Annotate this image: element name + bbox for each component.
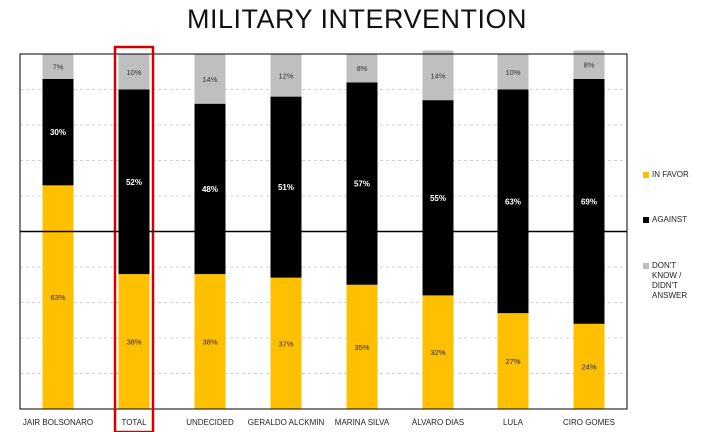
bar-don-t-know-didn-t-answer [194,54,226,104]
data-label: 8% [584,61,595,70]
highlight-box [113,45,155,432]
bar-don-t-know-didn-t-answer [497,54,529,90]
bar-against [422,100,454,296]
bar-don-t-know-didn-t-answer [573,50,605,79]
x-tick-label: UNDECIDED [186,418,234,427]
x-tick-label: CIRO GOMES [563,418,615,427]
legend-label-line: KNOW / [652,271,682,280]
data-label: 10% [505,68,520,77]
data-label: 38% [202,338,217,347]
data-label: 63% [505,197,521,206]
data-label: 10% [126,68,141,77]
legend-label-line: IN FAVOR [652,170,689,179]
data-label: 69% [581,197,597,206]
data-label: 57% [354,180,370,189]
x-tick-label: ÁLVARO DIAS [412,418,464,427]
data-label: 35% [354,343,369,352]
bar-don-t-know-didn-t-answer [270,54,302,97]
bar-in-favor [497,313,529,409]
data-label: 37% [278,339,293,348]
bar-against [118,89,150,275]
legend-label-line: DIDN'T [652,281,678,290]
bar-don-t-know-didn-t-answer [422,50,454,101]
legend-label-line: AGAINST [652,215,688,224]
data-label: 55% [430,194,446,203]
data-label: 14% [430,71,445,80]
legend-label-line: ANSWER [652,291,688,300]
bar-in-favor [270,277,302,409]
bar-against [270,96,302,278]
legend-swatch [643,263,649,269]
data-label: 63% [50,293,65,302]
data-label: 32% [430,348,445,357]
bar-against [42,78,74,186]
bar-against [194,103,226,275]
x-tick-label: LULA [503,418,524,427]
bar-in-favor [42,185,74,409]
legend-label: IN FAVOR [652,170,702,180]
bar-don-t-know-didn-t-answer [118,54,150,90]
legend-swatch [643,217,649,223]
data-label: 38% [126,338,141,347]
data-label: 14% [202,75,217,84]
x-tick-label: JAIR BOLSONARO [23,418,93,427]
data-label: 48% [202,185,218,194]
legend-label: AGAINST [652,215,702,225]
bar-in-favor [118,274,150,409]
data-label: 27% [505,357,520,366]
data-label: 30% [50,128,66,137]
legend-label: DON'T KNOW / DIDN'T ANSWER [652,261,702,301]
bar-don-t-know-didn-t-answer [346,54,378,83]
bar-in-favor [573,323,605,409]
x-tick-label: GERALDO ALCKMIN [248,418,325,427]
data-label: 12% [278,71,293,80]
bar-against [346,82,378,285]
bar-don-t-know-didn-t-answer [42,54,74,79]
bar-in-favor [194,274,226,409]
data-label: 24% [581,362,596,371]
legend-swatch [643,172,649,178]
bar-in-favor [422,295,454,409]
data-label: 8% [357,64,368,73]
chart-title: MILITARY INTERVENTION [186,4,528,34]
data-label: 51% [278,183,294,192]
data-label: 7% [53,62,64,71]
data-label: 52% [126,178,142,187]
bar-in-favor [346,284,378,409]
x-tick-label: MARINA SILVA [335,418,390,427]
bar-against [573,78,605,324]
bar-against [497,89,529,314]
legend-label-line: DON'T [652,261,677,270]
x-tick-label: TOTAL [121,418,147,427]
